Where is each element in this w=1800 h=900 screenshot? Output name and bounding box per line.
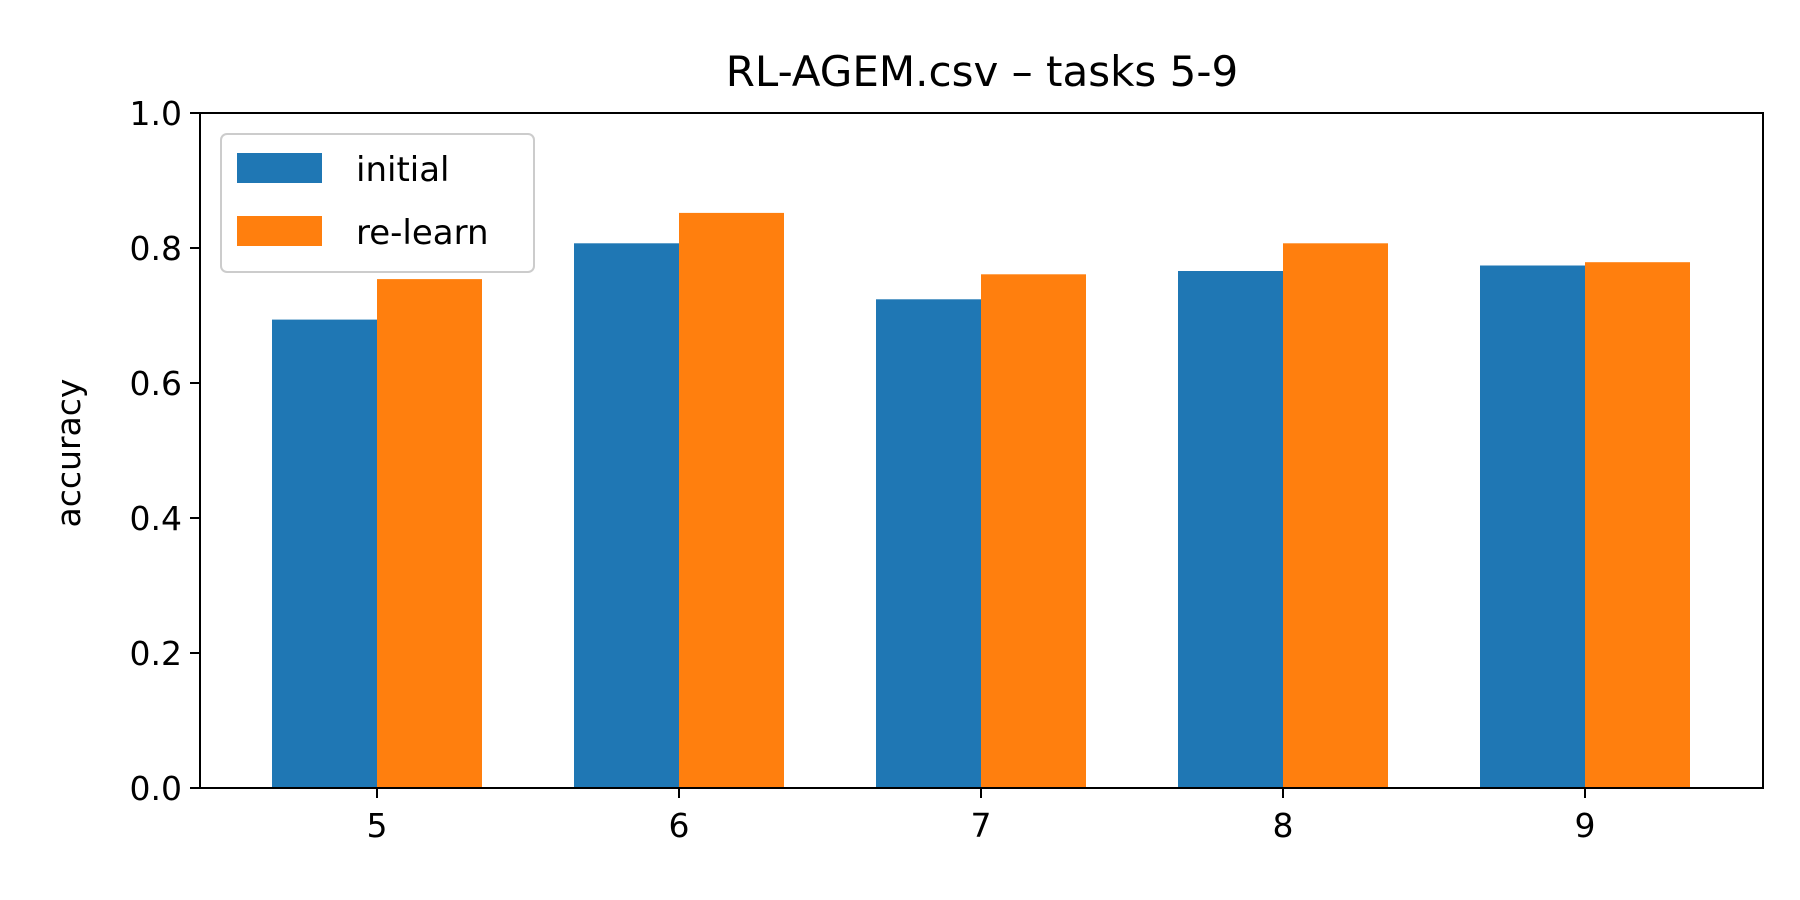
bar-re-learn-8 [1283, 243, 1388, 789]
legend-label-re-learn: re-learn [356, 213, 489, 253]
bar-re-learn-7 [981, 274, 1086, 788]
bar-initial-7 [876, 299, 981, 788]
y-tick-label: 0.8 [130, 229, 182, 268]
bars-group [272, 212, 1690, 789]
legend-label-initial: initial [356, 150, 450, 190]
x-tick-label: 9 [1575, 806, 1596, 845]
bar-re-learn-6 [679, 212, 784, 788]
x-tick-label: 8 [1273, 806, 1294, 845]
y-tick-label: 0.2 [130, 634, 182, 673]
y-tick-label: 1.0 [130, 94, 182, 133]
legend-swatch-re-learn [237, 216, 322, 246]
bar-initial-9 [1480, 265, 1585, 788]
chart-title: RL-AGEM.csv – tasks 5-9 [726, 47, 1239, 96]
legend-swatch-initial [237, 153, 322, 183]
bar-initial-5 [272, 319, 377, 788]
y-tick-label: 0.4 [130, 499, 182, 538]
y-axis-label: accuracy [49, 379, 88, 528]
bar-re-learn-9 [1585, 262, 1690, 788]
x-tick-label: 5 [367, 806, 388, 845]
legend: initial re-learn [220, 133, 535, 273]
plot-frame [199, 112, 1764, 789]
x-tick-label: 7 [971, 806, 992, 845]
x-axis-ticks: 5 6 7 8 9 [367, 788, 1596, 845]
x-tick-label: 6 [669, 806, 690, 845]
bar-initial-6 [574, 243, 679, 789]
y-axis-ticks: 0.0 0.2 0.4 0.6 0.8 1.0 [130, 94, 200, 808]
y-tick-label: 0.0 [130, 769, 182, 808]
bar-re-learn-5 [377, 279, 482, 788]
bar-initial-8 [1178, 271, 1283, 788]
y-tick-label: 0.6 [130, 364, 182, 403]
